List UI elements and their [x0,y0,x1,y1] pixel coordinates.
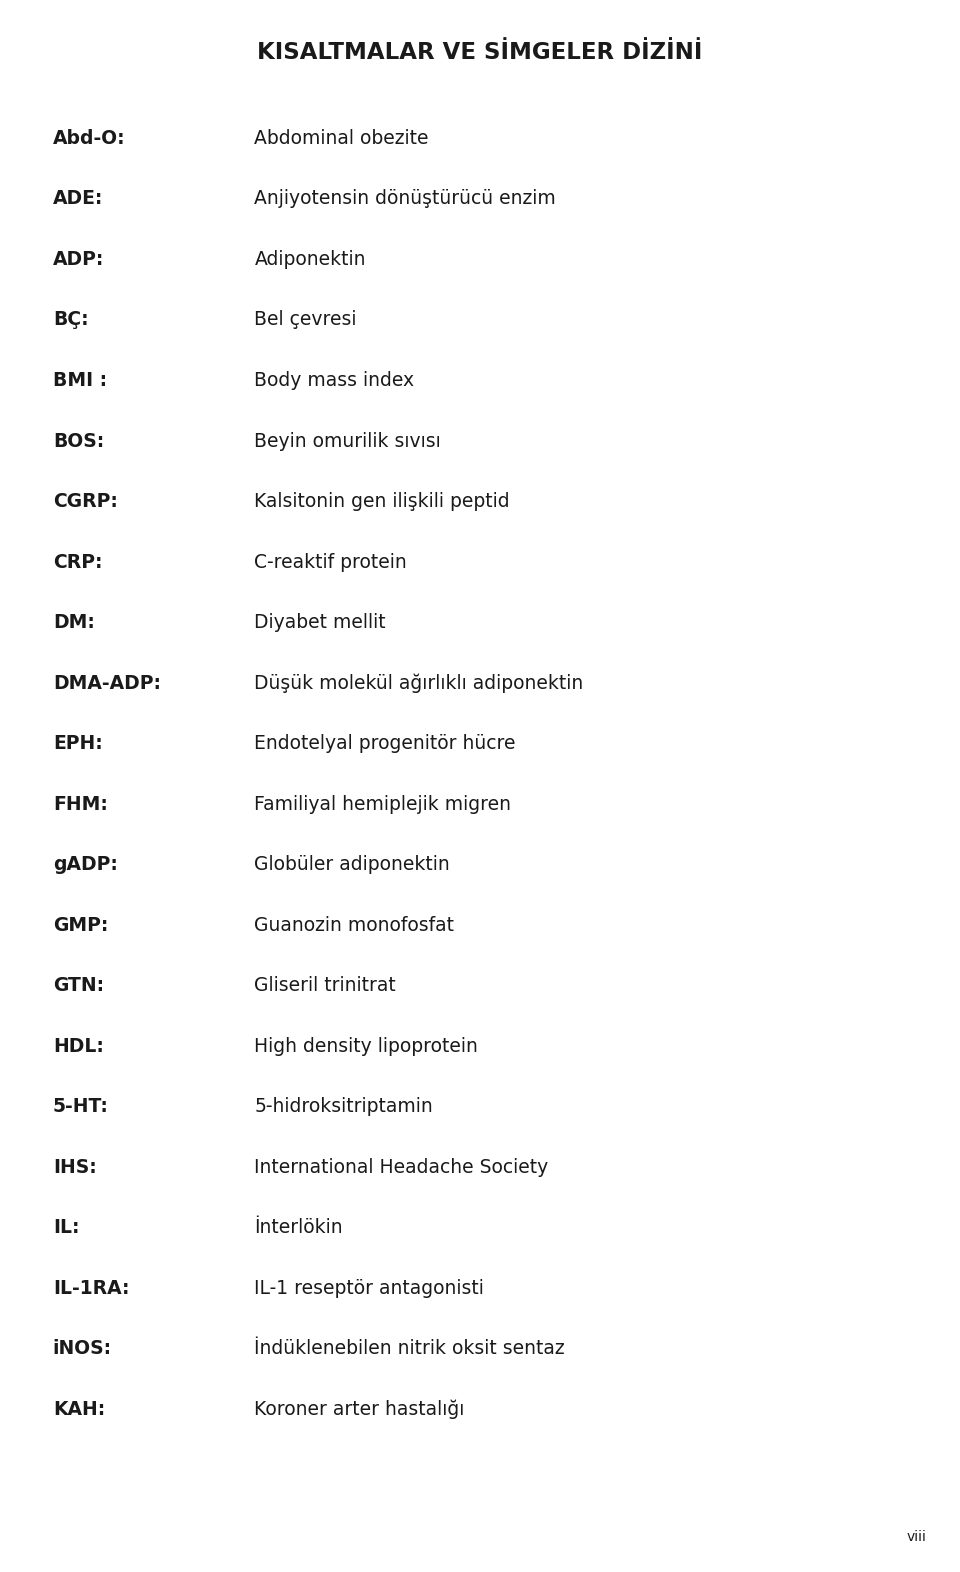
Text: Abd-O:: Abd-O: [53,129,126,148]
Text: İndüklenebilen nitrik oksit sentaz: İndüklenebilen nitrik oksit sentaz [254,1339,565,1358]
Text: CRP:: CRP: [53,552,103,572]
Text: IL:: IL: [53,1218,80,1237]
Text: Kalsitonin gen ilişkili peptid: Kalsitonin gen ilişkili peptid [254,492,510,511]
Text: BÇ:: BÇ: [53,311,88,330]
Text: BMI :: BMI : [53,371,107,390]
Text: Abdominal obezite: Abdominal obezite [254,129,429,148]
Text: 5-HT:: 5-HT: [53,1097,108,1116]
Text: Guanozin monofosfat: Guanozin monofosfat [254,915,454,935]
Text: gADP:: gADP: [53,855,118,874]
Text: 5-hidroksitriptamin: 5-hidroksitriptamin [254,1097,433,1116]
Text: IL-1 reseptör antagonisti: IL-1 reseptör antagonisti [254,1280,484,1298]
Text: GTN:: GTN: [53,976,104,995]
Text: ADE:: ADE: [53,189,103,209]
Text: Body mass index: Body mass index [254,371,415,390]
Text: C-reaktif protein: C-reaktif protein [254,552,407,572]
Text: HDL:: HDL: [53,1038,104,1056]
Text: DM:: DM: [53,613,95,632]
Text: KAH:: KAH: [53,1399,105,1420]
Text: İnterlökin: İnterlökin [254,1218,343,1237]
Text: EPH:: EPH: [53,734,103,753]
Text: CGRP:: CGRP: [53,492,118,511]
Text: viii: viii [906,1530,926,1544]
Text: DMA-ADP:: DMA-ADP: [53,673,161,693]
Text: KISALTMALAR VE SİMGELER DİZİNİ: KISALTMALAR VE SİMGELER DİZİNİ [257,41,703,64]
Text: IHS:: IHS: [53,1157,97,1177]
Text: IL-1RA:: IL-1RA: [53,1280,130,1298]
Text: Globüler adiponektin: Globüler adiponektin [254,855,450,874]
Text: iNOS:: iNOS: [53,1339,112,1358]
Text: BOS:: BOS: [53,431,104,451]
Text: Beyin omurilik sıvısı: Beyin omurilik sıvısı [254,431,442,451]
Text: GMP:: GMP: [53,915,108,935]
Text: Familiyal hemiplejik migren: Familiyal hemiplejik migren [254,794,512,814]
Text: Diyabet mellit: Diyabet mellit [254,613,386,632]
Text: Bel çevresi: Bel çevresi [254,311,357,330]
Text: ADP:: ADP: [53,250,105,269]
Text: Koroner arter hastalığı: Koroner arter hastalığı [254,1399,465,1420]
Text: Düşük molekül ağırlıklı adiponektin: Düşük molekül ağırlıklı adiponektin [254,673,584,693]
Text: High density lipoprotein: High density lipoprotein [254,1038,478,1056]
Text: Endotelyal progenitör hücre: Endotelyal progenitör hücre [254,734,516,753]
Text: Anjiyotensin dönüştürücü enzim: Anjiyotensin dönüştürücü enzim [254,189,556,209]
Text: Adiponektin: Adiponektin [254,250,366,269]
Text: Gliseril trinitrat: Gliseril trinitrat [254,976,396,995]
Text: International Headache Society: International Headache Society [254,1157,549,1177]
Text: FHM:: FHM: [53,794,108,814]
